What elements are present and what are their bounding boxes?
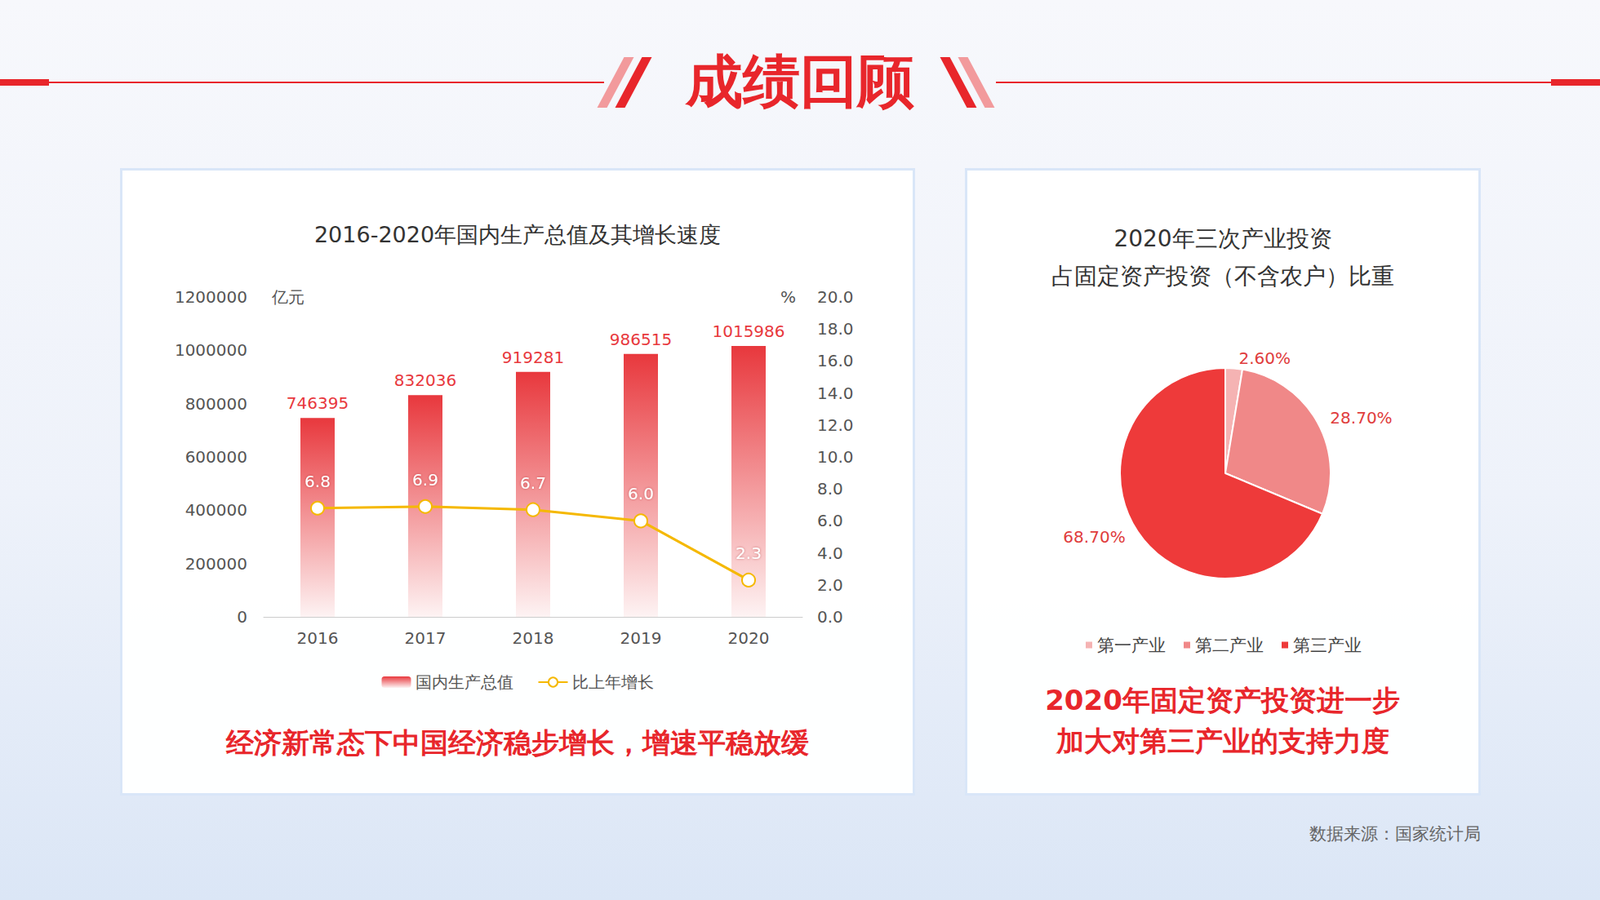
svg-text:6.0: 6.0 [817,511,844,531]
svg-text:8.0: 8.0 [817,479,844,499]
svg-text:600000: 600000 [185,447,248,467]
svg-text:第一产业: 第一产业 [1097,635,1166,656]
svg-text:第二产业: 第二产业 [1195,635,1264,656]
svg-text:68.70%: 68.70% [1062,527,1125,547]
svg-text:6.7: 6.7 [520,473,547,494]
svg-text:占固定资产投资（不含农户）比重: 占固定资产投资（不含农户）比重 [1051,262,1395,290]
svg-text:16.0: 16.0 [817,351,854,371]
html-text:数据来源：国家统计局: 数据来源：国家统计局 [1309,824,1481,845]
svg-text:1000000: 1000000 [174,340,248,360]
svg-text:比上年增长: 比上年增长 [572,672,654,693]
html-text:2020年固定资产投资进一步加大对第三产业的支持力度: 2020年固定资产投资进一步加大对第三产业的支持力度 [1045,684,1400,758]
svg-text:0.0: 0.0 [817,607,844,627]
svg-text:200000: 200000 [185,554,248,574]
html-text:成绩回顾: 成绩回顾 [685,47,915,116]
svg-text:6.0: 6.0 [627,484,654,504]
svg-text:2.3: 2.3 [735,543,762,564]
svg-text:28.70%: 28.70% [1329,408,1392,428]
svg-text:18.0: 18.0 [817,319,854,339]
svg-text:20.0: 20.0 [817,287,854,307]
svg-text:746395: 746395 [286,393,349,414]
svg-text:6.9: 6.9 [412,470,439,490]
svg-text:2018: 2018 [512,628,555,649]
svg-text:12.0: 12.0 [817,415,854,436]
svg-text:2016-2020年国内生产总值及其增长速度: 2016-2020年国内生产总值及其增长速度 [314,222,721,248]
svg-text:832036: 832036 [394,370,457,391]
svg-text:第三产业: 第三产业 [1293,635,1362,656]
svg-text:1015986: 1015986 [711,321,785,342]
svg-text:14.0: 14.0 [817,383,854,404]
svg-text:2020: 2020 [728,628,770,649]
svg-text:0: 0 [236,607,248,627]
svg-text:2016: 2016 [297,628,339,649]
svg-text:%: % [780,287,796,307]
svg-text:2.60%: 2.60% [1239,348,1292,369]
html-text:经济新常态下中国经济稳步增长，增速平稳放缓: 经济新常态下中国经济稳步增长，增速平稳放缓 [226,726,809,760]
svg-text:10.0: 10.0 [817,447,854,467]
svg-text:亿元: 亿元 [271,287,305,307]
svg-text:986515: 986515 [609,329,672,350]
svg-text:2017: 2017 [404,628,447,649]
svg-text:6.8: 6.8 [304,471,331,492]
svg-text:国内生产总值: 国内生产总值 [415,672,514,693]
svg-text:2020年三次产业投资: 2020年三次产业投资 [1113,225,1332,253]
svg-text:4.0: 4.0 [817,543,844,564]
svg-text:2019: 2019 [620,628,663,649]
svg-text:800000: 800000 [185,394,248,414]
svg-text:1200000: 1200000 [174,287,248,307]
svg-text:400000: 400000 [185,500,248,520]
svg-text:919281: 919281 [502,347,565,368]
svg-text:2.0: 2.0 [817,575,844,596]
